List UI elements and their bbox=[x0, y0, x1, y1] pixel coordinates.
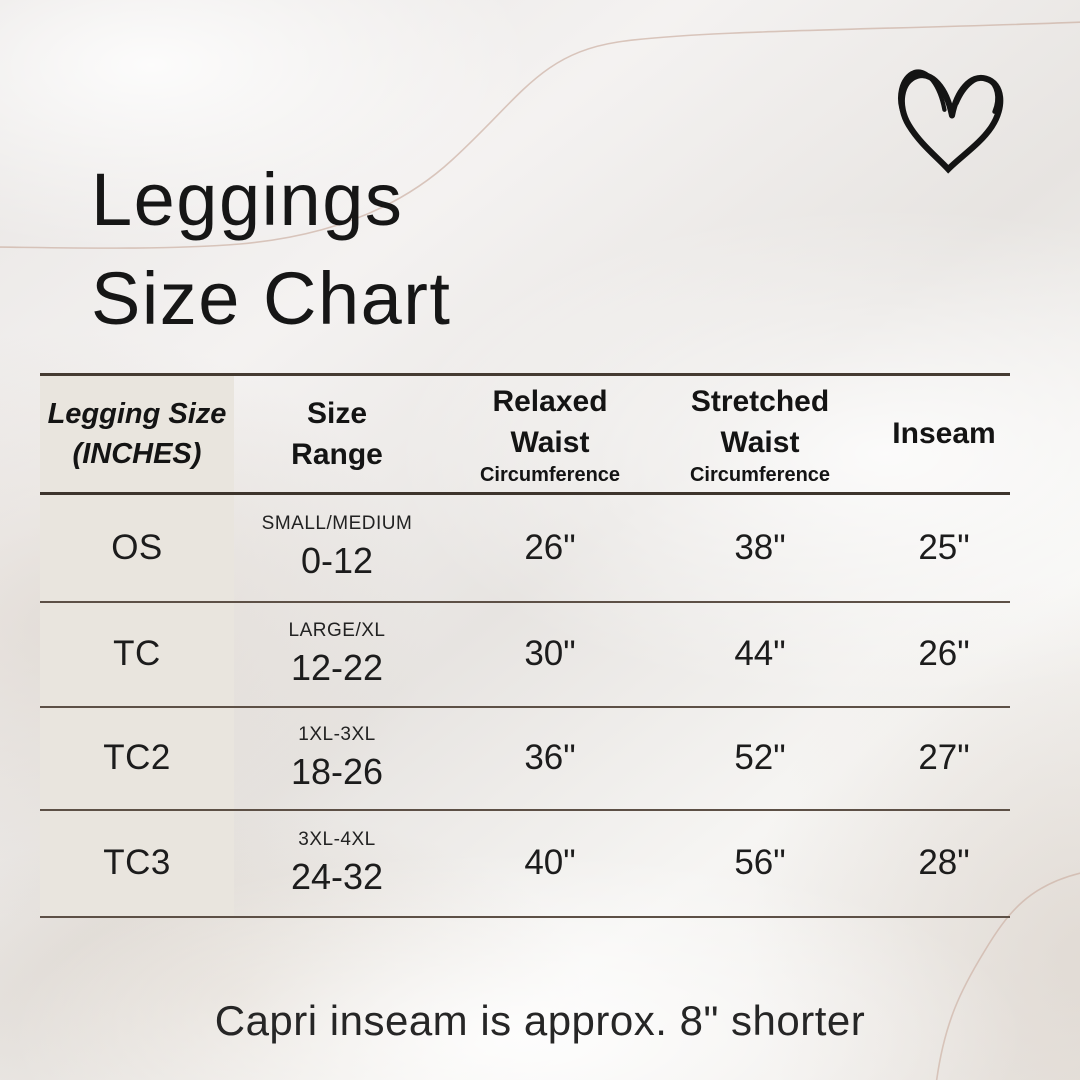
cell-size-range: LARGE/XL 12-22 bbox=[234, 602, 440, 707]
cell-stretched-waist: 56" bbox=[734, 843, 786, 882]
cell-stretched-waist: 52" bbox=[734, 738, 786, 777]
header-size-range: Size Range bbox=[234, 375, 440, 494]
header-inseam-line1: Inseam bbox=[892, 417, 996, 451]
range-label: SMALL/MEDIUM bbox=[261, 513, 413, 535]
heart-doodle-icon bbox=[898, 69, 1004, 174]
header-relaxed-sub: Circumference bbox=[479, 464, 621, 487]
cell-inseam: 28" bbox=[918, 843, 970, 882]
range-label: 3XL-4XL bbox=[298, 828, 376, 850]
cell-relaxed-waist: 36" bbox=[524, 738, 576, 777]
header-stretched-sub: Circumference bbox=[689, 464, 831, 487]
title-line-2: Size Chart bbox=[91, 257, 452, 340]
cell-legging-size: TC2 bbox=[40, 706, 234, 810]
header-inseam: Inseam bbox=[860, 375, 1010, 494]
table-row-tc2: TC2 1XL-3XL 18-26 36" 52" 27" bbox=[40, 706, 1010, 810]
header-stretched-line1: Stretched bbox=[690, 384, 830, 418]
cell-stretched-waist: 38" bbox=[734, 527, 786, 567]
range-numbers: 24-32 bbox=[290, 855, 384, 897]
title-line-1: Leggings bbox=[91, 158, 404, 241]
cell-relaxed-waist: 30" bbox=[524, 634, 576, 673]
header-stretched-waist: Stretched Waist Circumference bbox=[660, 375, 860, 494]
cell-stretched-waist: 44" bbox=[734, 634, 786, 673]
range-numbers: 18-26 bbox=[290, 750, 384, 792]
header-size-range-line1: Size bbox=[306, 396, 368, 430]
page-title: Leggings Size Chart bbox=[91, 150, 451, 348]
heart-scribble-left bbox=[898, 69, 947, 148]
cell-size-range: SMALL/MEDIUM 0-12 bbox=[234, 494, 440, 602]
cell-inseam: 25" bbox=[918, 527, 970, 567]
capri-footnote: Capri inseam is approx. 8" shorter bbox=[214, 997, 866, 1044]
cell-legging-size: TC bbox=[40, 601, 234, 707]
cell-relaxed-waist: 40" bbox=[524, 843, 576, 882]
heart-outline bbox=[898, 72, 1004, 174]
range-numbers: 0-12 bbox=[300, 540, 374, 582]
cell-size-range: 3XL-4XL 24-32 bbox=[234, 810, 440, 917]
size-chart-table: Legging Size (INCHES) Size Range Relaxed… bbox=[40, 373, 1010, 918]
table-row-os: OS SMALL/MEDIUM 0-12 26" 38" 25" bbox=[40, 493, 1010, 602]
table-row-tc3: TC3 3XL-4XL 24-32 40" 56" 28" bbox=[40, 809, 1010, 917]
header-relaxed-line2: Waist bbox=[510, 426, 590, 459]
heart-scribble-right bbox=[954, 76, 1000, 114]
cell-legging-size: OS bbox=[40, 493, 234, 602]
range-label: 1XL-3XL bbox=[298, 723, 376, 745]
table-row-tc: TC LARGE/XL 12-22 30" 44" 26" bbox=[40, 601, 1010, 707]
header-relaxed-line1: Relaxed bbox=[492, 384, 608, 418]
cell-legging-size: TC3 bbox=[40, 809, 234, 917]
header-legging-size-line1: Legging Size bbox=[47, 397, 227, 430]
header-legging-size-line2: (INCHES) bbox=[72, 438, 202, 470]
header-relaxed-waist: Relaxed Waist Circumference bbox=[440, 375, 660, 494]
header-size-range-line2: Range bbox=[291, 438, 383, 471]
range-label: LARGE/XL bbox=[288, 619, 386, 641]
cell-inseam: 27" bbox=[918, 738, 970, 777]
header-legging-size: Legging Size (INCHES) bbox=[40, 374, 234, 494]
cell-size-range: 1XL-3XL 18-26 bbox=[234, 707, 440, 810]
header-stretched-line2: Waist bbox=[720, 426, 800, 459]
header-row: Legging Size (INCHES) Size Range Relaxed… bbox=[40, 374, 1010, 494]
range-numbers: 12-22 bbox=[290, 646, 384, 688]
cell-inseam: 26" bbox=[918, 634, 970, 673]
cell-relaxed-waist: 26" bbox=[524, 527, 576, 567]
